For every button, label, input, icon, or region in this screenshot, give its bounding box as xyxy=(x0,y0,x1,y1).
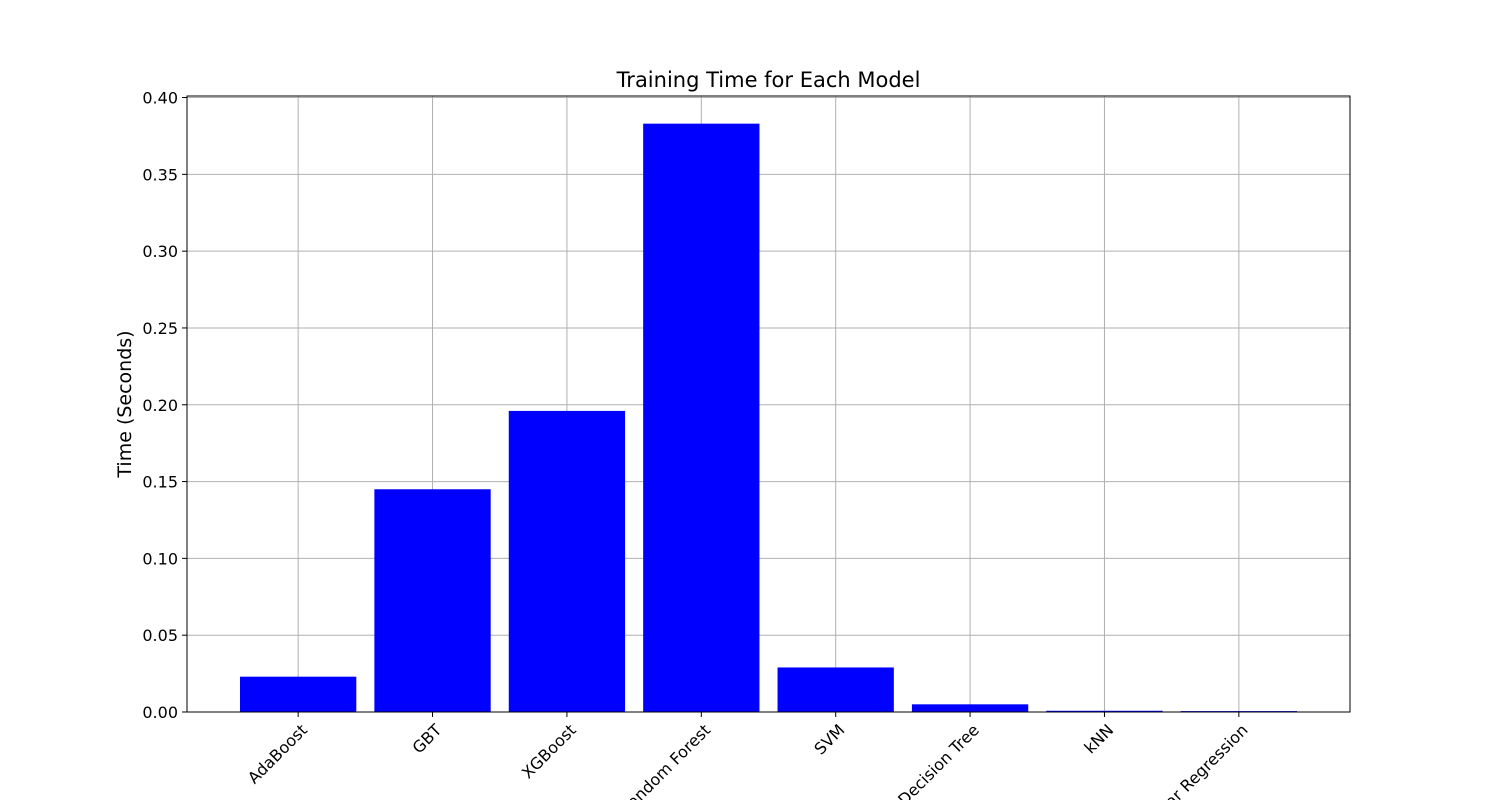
y-tick-label: 0.00 xyxy=(142,703,178,722)
x-tick-label: kNN xyxy=(1080,720,1117,757)
bar-decision-tree xyxy=(911,704,1029,712)
x-tick-label: Decision Tree xyxy=(894,720,983,800)
y-tick-label: 0.35 xyxy=(142,165,178,184)
x-tick-label: Random Forest xyxy=(616,720,715,800)
y-tick-label: 0.20 xyxy=(142,396,178,415)
x-tick-label: SVM xyxy=(810,720,848,758)
chart-title: Training Time for Each Model xyxy=(616,68,921,92)
bar-adaboost xyxy=(240,676,357,712)
y-axis-label: Time (Seconds) xyxy=(114,330,136,478)
bars-layer xyxy=(240,123,1297,712)
bar-svm xyxy=(777,667,894,712)
y-tick-label: 0.05 xyxy=(142,626,178,645)
bar-random-forest xyxy=(643,123,760,712)
plot-frame xyxy=(186,95,1351,713)
bar-knn xyxy=(1046,710,1163,712)
x-tick-label: XGBoost xyxy=(518,720,580,782)
y-tick-label: 0.40 xyxy=(142,89,178,108)
bar-xgboost xyxy=(508,410,626,712)
bar-gbt xyxy=(374,489,491,712)
grid-layer xyxy=(187,96,1350,713)
x-axis-ticks: AdaBoost GBT XGBoost Random Forest SVM Decisi… xyxy=(244,712,1252,804)
y-tick-label: 0.10 xyxy=(142,549,178,568)
y-tick-label: 0.30 xyxy=(142,242,178,261)
x-tick-label: GBT xyxy=(408,720,445,757)
y-axis-ticks: 0.00 0.05 0.10 0.15 0.20 0.25 0.30 0.35 0.40 xyxy=(142,89,187,722)
x-tick-label: AdaBoost xyxy=(244,720,311,787)
x-tick-label: Linear Regression xyxy=(1138,720,1252,800)
y-tick-label: 0.15 xyxy=(142,473,178,492)
y-tick-label: 0.25 xyxy=(142,319,178,338)
